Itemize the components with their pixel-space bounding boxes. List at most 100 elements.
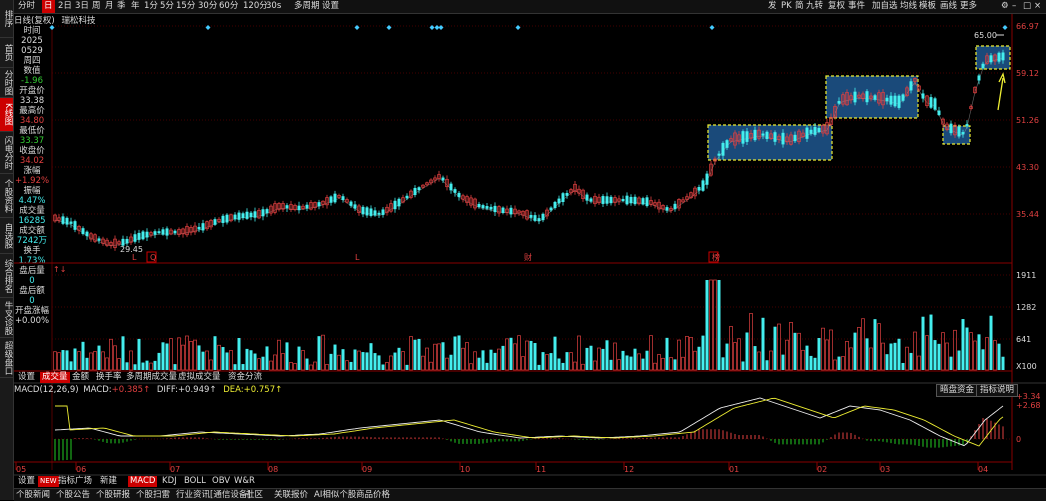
indicator-tab-5[interactable]: KDJ	[162, 476, 177, 486]
bottom-tab-8[interactable]: 商品价格	[356, 490, 391, 500]
volume-bar	[217, 344, 221, 371]
volume-tab-6[interactable]: 资金分流	[228, 372, 263, 382]
candle-body	[457, 192, 461, 198]
indicator-help-button[interactable]: 指标说明	[976, 384, 1019, 397]
bottom-tab-3[interactable]: 个股扫雷	[136, 490, 171, 500]
toolbar-right-9[interactable]: 画线	[940, 1, 958, 11]
sidebar-item-9[interactable]: 超级盘口	[0, 338, 13, 378]
candle-body	[401, 197, 405, 203]
indicator-tab-6[interactable]: BOLL	[184, 476, 206, 486]
candle-body	[957, 126, 961, 137]
toolbar-right-1[interactable]: PK	[781, 1, 792, 11]
period-tab-0[interactable]: 分时	[18, 1, 36, 11]
volume-bar	[953, 329, 957, 371]
info-label-7: 涨幅	[23, 166, 41, 176]
candle-body	[317, 202, 321, 207]
indicator-tab-1[interactable]: NEW	[38, 476, 59, 487]
period-tab-10[interactable]: 15分	[176, 1, 196, 11]
volume-bar	[77, 351, 81, 371]
volume-bar	[957, 350, 961, 370]
candle-body	[497, 206, 501, 214]
period-tab-15[interactable]: 多周期	[294, 1, 320, 11]
volume-tab-4[interactable]: 多周期成交量	[126, 372, 178, 382]
sidebar-item-8[interactable]: 牛叉诊股	[0, 298, 13, 338]
candle-body	[513, 208, 517, 215]
period-tab-5[interactable]: 月	[105, 1, 114, 11]
volume-bar	[261, 356, 265, 370]
toolbar-right-7[interactable]: 均线	[900, 1, 918, 11]
bottom-tab-0[interactable]: 个股新闻	[16, 490, 51, 500]
toolbar-right-4[interactable]: 复权	[828, 1, 846, 11]
volume-tab-2[interactable]: 金额	[72, 372, 90, 382]
indicator-tab-4[interactable]: MACD	[128, 476, 158, 487]
toolbar-right-10[interactable]: 更多	[960, 1, 978, 11]
period-tab-8[interactable]: 1分	[144, 1, 158, 11]
volume-bar	[817, 338, 821, 370]
indicator-tab-3[interactable]: 新建	[100, 476, 118, 486]
period-tab-12[interactable]: 60分	[219, 1, 239, 11]
gear-icon[interactable]: ⚙	[1001, 1, 1009, 11]
volume-bar	[313, 361, 317, 371]
price-axis-label-3: 43.30	[1016, 163, 1039, 172]
candle-body	[561, 193, 565, 203]
period-tab-9[interactable]: 5分	[160, 1, 174, 11]
volume-tab-3[interactable]: 换手率	[96, 372, 122, 382]
indicator-tab-2[interactable]: 指标广场	[58, 476, 93, 486]
sidebar-item-2[interactable]: 分时图	[0, 68, 13, 98]
bottom-tab-1[interactable]: 个股公告	[56, 490, 91, 500]
period-tab-11[interactable]: 30分	[198, 1, 218, 11]
bottom-tab-7[interactable]: AI相似个股	[314, 490, 357, 500]
indicator-tab-8[interactable]: W&R	[234, 476, 255, 486]
sidebar-item-5[interactable]: 个股资料	[0, 174, 13, 218]
candle-body	[697, 187, 701, 191]
candle-body	[693, 187, 697, 197]
candle-body	[925, 95, 929, 107]
period-tab-14[interactable]: 30s	[266, 1, 282, 11]
sidebar-item-0[interactable]: 排序	[0, 0, 13, 38]
toolbar-right-0[interactable]: 发	[768, 1, 777, 11]
volume-tab-5[interactable]: 虚拟成交量	[178, 372, 221, 382]
toolbar-right-6[interactable]: 加自选	[872, 1, 898, 11]
close-icon[interactable]: ×	[1034, 1, 1042, 11]
toolbar-right-3[interactable]: 九转	[806, 1, 824, 11]
volume-bar	[297, 346, 301, 370]
sidebar-item-3[interactable]: K线图	[0, 98, 13, 132]
bottom-tab-4[interactable]: 行业资讯[通信设备]	[176, 490, 251, 500]
period-tab-2[interactable]: 2日	[58, 1, 72, 11]
toolbar-right-2[interactable]: 简	[795, 1, 804, 11]
candle-body	[681, 199, 685, 203]
period-tab-3[interactable]: 3日	[75, 1, 89, 11]
period-tab-13[interactable]: 120分	[243, 1, 268, 11]
period-tab-7[interactable]: 年	[131, 1, 140, 11]
period-tab-6[interactable]: 季	[117, 1, 126, 11]
sidebar-item-6[interactable]: 自选股	[0, 218, 13, 254]
sidebar-item-4[interactable]: 闪电分时	[0, 132, 13, 174]
restore-icon[interactable]: □	[1023, 1, 1032, 11]
dark-fund-button[interactable]: 暗盘资金	[936, 384, 979, 397]
volume-bar	[53, 351, 57, 371]
bottom-tab-5[interactable]: 社区	[246, 490, 264, 500]
toolbar-right-8[interactable]: 模板	[919, 1, 937, 11]
bottom-tab-2[interactable]: 个股研报	[96, 490, 131, 500]
candle-body	[361, 206, 365, 215]
period-tab-4[interactable]: 周	[92, 1, 101, 11]
indicator-tab-0[interactable]: 设置	[18, 476, 36, 486]
period-tab-16[interactable]: 设置	[322, 1, 340, 11]
bottom-tab-6[interactable]: 关联报价	[274, 490, 309, 500]
volume-bar	[709, 279, 713, 371]
volume-bar	[533, 343, 537, 370]
sidebar-item-7[interactable]: 综合排名	[0, 254, 13, 298]
volume-tab-0[interactable]: 设置	[18, 372, 36, 382]
candle-body	[289, 204, 293, 211]
indicator-tab-7[interactable]: OBV	[212, 476, 231, 486]
volume-tab-1[interactable]: 成交量	[40, 372, 70, 383]
period-tab-1[interactable]: 日	[42, 0, 55, 13]
minimize-icon[interactable]: –	[1012, 1, 1017, 11]
info-value-2: -1.96	[21, 76, 43, 86]
sidebar-item-1[interactable]: 首页	[0, 38, 13, 68]
candle-body	[97, 238, 101, 241]
volume-bar	[485, 362, 489, 370]
volume-bar	[281, 353, 285, 371]
toolbar-right-5[interactable]: 事件	[848, 1, 866, 11]
